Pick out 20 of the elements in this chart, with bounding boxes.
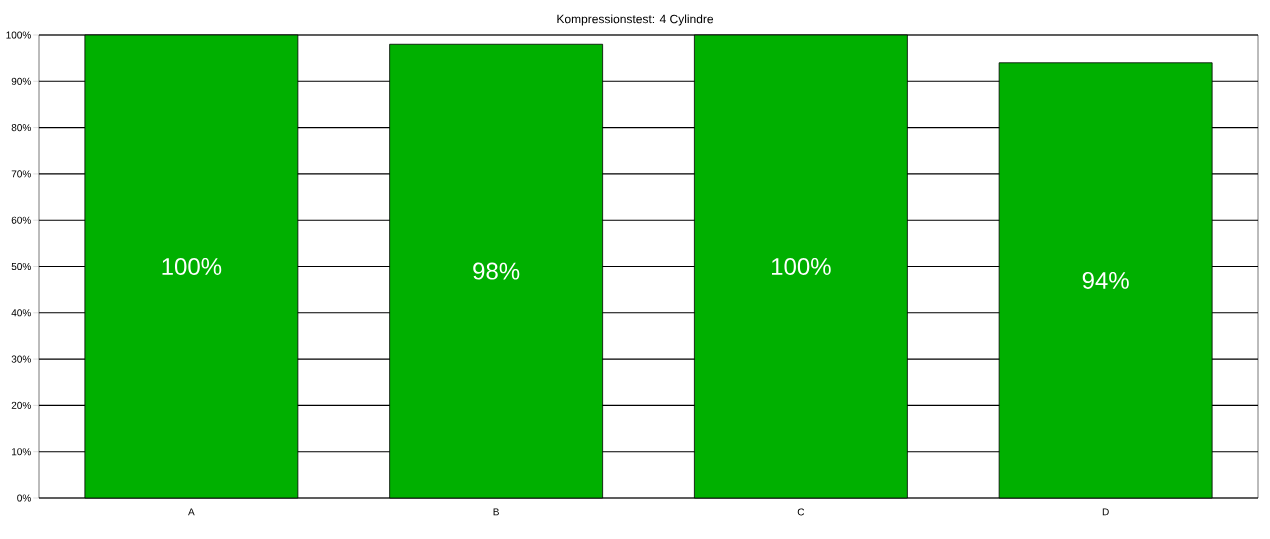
data-label: 100% (772, 257, 831, 275)
y-tick-label: 100% (6, 31, 31, 39)
x-tick-label: C (797, 508, 805, 516)
y-tick-label: 70% (11, 170, 31, 178)
y-tick-label: 10% (12, 448, 31, 456)
x-tick-label: A (188, 508, 195, 516)
data-label: 98% (473, 262, 520, 280)
y-tick-label: 50% (11, 262, 31, 271)
x-tick-label: D (1102, 508, 1109, 516)
y-tick-label: 90% (11, 77, 31, 85)
chart-title: Kompressionstest: 4 Cylindre (557, 14, 714, 26)
x-tick-label: B (493, 508, 499, 516)
data-label: 100% (162, 257, 222, 275)
y-tick-label: 60% (11, 216, 31, 224)
y-tick-label: 80% (11, 124, 31, 132)
y-tick-label: 40% (11, 309, 31, 317)
data-label: 94% (1082, 271, 1129, 289)
y-tick-label: 30% (11, 355, 31, 363)
y-tick-label: 20% (11, 401, 31, 409)
y-tick-label: 0% (17, 494, 31, 502)
